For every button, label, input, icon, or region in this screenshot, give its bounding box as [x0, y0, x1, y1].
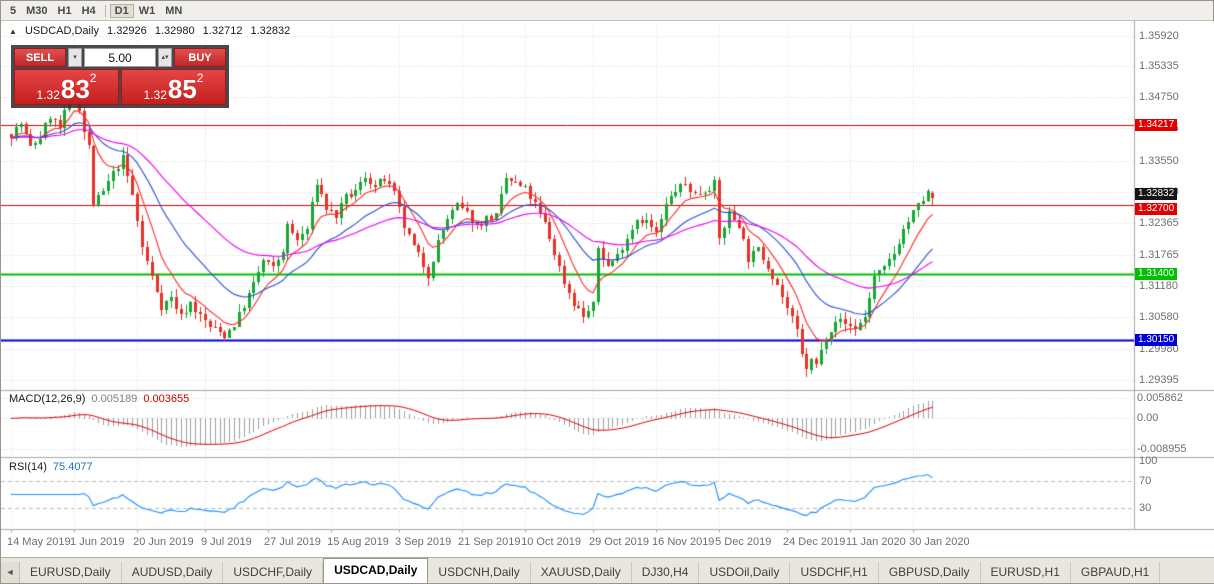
date-axis-label: 29 Oct 2019 [589, 536, 649, 548]
date-axis-label: 20 Jun 2019 [133, 536, 194, 548]
date-axis-label: 1 Jun 2019 [70, 536, 125, 548]
ohlc-high: 1.32980 [154, 25, 195, 37]
ohlc-low: 1.32712 [202, 25, 243, 37]
date-axis-label: 24 Dec 2019 [783, 536, 846, 548]
date-axis-label: 11 Jan 2020 [846, 536, 906, 548]
price-axis-label: 1.35920 [1139, 29, 1179, 42]
macd-main-value: 0.005189 [91, 393, 138, 405]
chart-tab-xauusd-daily[interactable]: XAUUSD,Daily [531, 562, 632, 583]
sell-button[interactable]: SELL [14, 48, 66, 67]
ohlc-open: 1.32926 [107, 25, 147, 37]
price-axis-label: 1.32365 [1139, 217, 1179, 230]
sell-price-point: 2 [89, 71, 97, 85]
price-axis-label: 1.31765 [1139, 248, 1179, 261]
volume-stepper[interactable]: ▴▾ [158, 48, 172, 67]
volume-input[interactable] [84, 48, 156, 67]
volume-dropdown-icon[interactable]: ▾ [68, 48, 82, 67]
rsi-indicator-header: RSI(14) 75.4077 [9, 461, 93, 473]
price-chart-canvas[interactable] [1, 21, 1214, 559]
macd-label: MACD(12,26,9) [9, 393, 86, 405]
timeframe-button-w1[interactable]: W1 [138, 4, 156, 17]
date-axis-label: 30 Jan 2020 [909, 536, 970, 548]
price-axis-label: 1.33550 [1139, 154, 1179, 167]
hline-price-tag: 1.34217 [1135, 119, 1178, 132]
chart-tab-gbpaud-h1[interactable]: GBPAUD,H1 [1071, 562, 1161, 583]
price-axis-label: 1.30580 [1139, 311, 1179, 324]
sell-price-pips: 83 [60, 74, 90, 104]
rsi-axis-label: 70 [1139, 475, 1152, 488]
chart-tab-usdchf-h1[interactable]: USDCHF,H1 [790, 562, 879, 583]
date-axis-label: 16 Nov 2019 [652, 536, 715, 548]
hline-price-tag: 1.30150 [1135, 333, 1178, 346]
chart-window: ▲ USDCAD,Daily 1.32926 1.32980 1.32712 1… [1, 21, 1214, 559]
rsi-value: 75.4077 [52, 461, 93, 473]
macd-axis-label: -0.008955 [1137, 443, 1187, 456]
chart-tab-usdchf-daily[interactable]: USDCHF,Daily [223, 562, 324, 583]
chart-tab-usdoil-daily[interactable]: USDOil,Daily [699, 562, 791, 583]
chart-symbol-title: USDCAD,Daily [24, 25, 99, 37]
timeframe-button-m30[interactable]: M30 [26, 4, 48, 17]
rsi-axis-label: 100 [1139, 455, 1158, 467]
macd-indicator-header: MACD(12,26,9) 0.005189 0.003655 [9, 393, 189, 405]
sell-price-figure: 1.32 [36, 88, 60, 102]
date-axis-label: 3 Sep 2019 [395, 536, 452, 548]
toolbar-separator [104, 4, 106, 17]
date-axis-label: 9 Jul 2019 [201, 536, 252, 548]
buy-price-figure: 1.32 [143, 88, 167, 102]
buy-price-display[interactable]: 1.32 85 2 [121, 69, 226, 105]
timeframe-button-5[interactable]: 5 [10, 4, 17, 17]
macd-axis-label: 0.005862 [1137, 392, 1183, 405]
chart-ohlc-header: ▲ USDCAD,Daily 1.32926 1.32980 1.32712 1… [9, 25, 295, 37]
timeframe-toolbar: 5 M30 H1 H4 D1 W1 MN [1, 1, 1213, 21]
current-price-tag: 1.32832 [1135, 188, 1178, 201]
date-axis-label: 5 Dec 2019 [715, 536, 772, 548]
timeframe-button-d1[interactable]: D1 [109, 3, 134, 18]
date-axis-label: 27 Jul 2019 [264, 536, 321, 548]
macd-signal-value: 0.003655 [143, 393, 190, 405]
panel-collapse-icon[interactable]: ▲ [9, 27, 17, 36]
timeframe-button-h4[interactable]: H4 [81, 4, 96, 17]
date-axis-label: 21 Sep 2019 [458, 536, 521, 548]
buy-price-pips: 85 [167, 74, 197, 104]
chart-tab-usdcnh-daily[interactable]: USDCNH,Daily [428, 562, 531, 583]
date-axis-label: 10 Oct 2019 [521, 536, 582, 548]
hline-price-tag: 1.31400 [1135, 267, 1178, 280]
date-axis-label: 14 May 2019 [7, 536, 71, 548]
chart-tab-usdcad-daily[interactable]: USDCAD,Daily [323, 558, 429, 583]
chart-tab-eurusd-daily[interactable]: EURUSD,Daily [20, 562, 122, 583]
hline-price-tag: 1.32700 [1135, 203, 1178, 216]
sell-price-display[interactable]: 1.32 83 2 [14, 69, 119, 105]
chart-tab-gbpusd-daily[interactable]: GBPUSD,Daily [879, 562, 981, 583]
price-axis-label: 1.35335 [1139, 60, 1179, 73]
chart-tab-eurusd-h1[interactable]: EURUSD,H1 [981, 562, 1071, 583]
rsi-axis-label: 30 [1139, 501, 1152, 514]
price-axis-label: 1.34750 [1139, 91, 1179, 104]
chart-tab-dj30-h4[interactable]: DJ30,H4 [632, 562, 700, 583]
macd-axis-label: 0.00 [1137, 412, 1159, 425]
date-axis-label: 15 Aug 2019 [327, 536, 389, 548]
ohlc-close: 1.32832 [250, 25, 291, 37]
tabs-scroll-left-icon[interactable]: ◄ [1, 562, 20, 583]
rsi-label: RSI(14) [9, 461, 47, 473]
price-axis-label: 1.29395 [1139, 373, 1179, 386]
buy-button[interactable]: BUY [174, 48, 226, 67]
price-axis-label: 1.31180 [1139, 279, 1178, 292]
buy-price-point: 2 [196, 71, 204, 85]
chart-tab-audusd-daily[interactable]: AUDUSD,Daily [122, 562, 224, 583]
timeframe-button-mn[interactable]: MN [165, 4, 183, 17]
timeframe-button-h1[interactable]: H1 [57, 4, 72, 17]
chart-tab-bar: ◄ EURUSD,Daily AUDUSD,Daily USDCHF,Daily USD… [1, 557, 1214, 583]
